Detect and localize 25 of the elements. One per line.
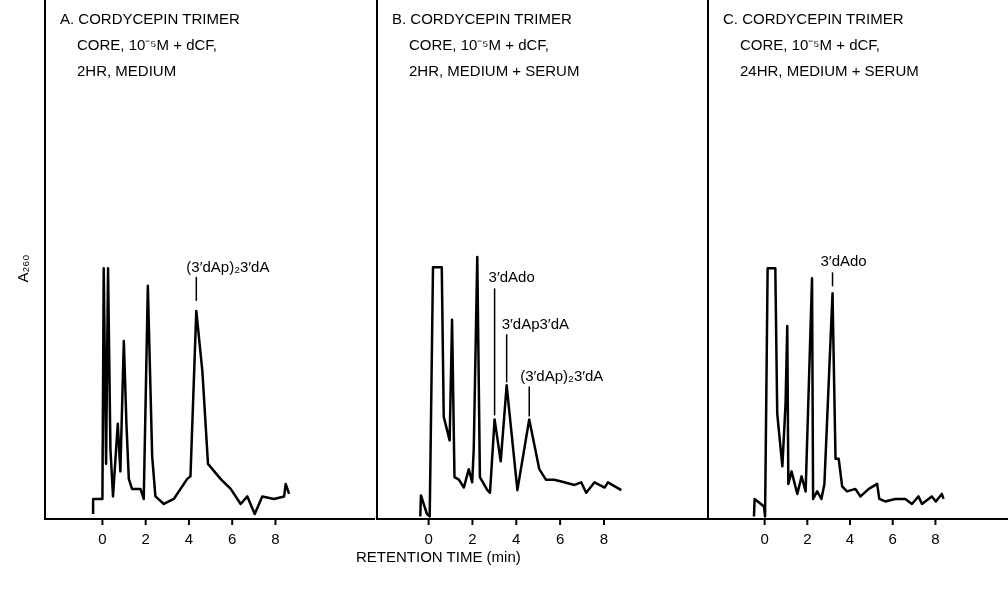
x-tick-label: 2 bbox=[141, 529, 150, 547]
x-tick-label: 2 bbox=[803, 529, 812, 547]
annotation: 3′dAdo bbox=[820, 252, 867, 270]
annotation: 3′dAdo bbox=[488, 268, 535, 286]
x-tick-label: 6 bbox=[228, 529, 237, 547]
chart-title: A. CORDYCEPIN TRIMER CORE, 10⁻⁵M + dCF, 2HR, MEDIUM bbox=[60, 9, 240, 81]
annotation: (3′dAp)₂3′dA bbox=[186, 257, 270, 275]
x-tick-label: 0 bbox=[760, 529, 769, 547]
x-tick-label: 4 bbox=[184, 529, 194, 547]
chart-title: C. CORDYCEPIN TRIMER CORE, 10⁻⁵M + dCF, 24HR, MEDIUM + SERUM bbox=[723, 9, 919, 81]
x-tick-label: 8 bbox=[599, 529, 609, 547]
chart-title: B. CORDYCEPIN TRIMER CORE, 10⁻⁵M + dCF, 2HR, MEDIUM + SERUM bbox=[392, 9, 580, 81]
x-tick-label: 6 bbox=[888, 529, 897, 547]
x-tick-label: 8 bbox=[931, 529, 940, 547]
x-tick-label: 6 bbox=[555, 529, 565, 547]
x-tick-label: 2 bbox=[468, 529, 477, 547]
x-tick-label: 0 bbox=[424, 529, 433, 547]
x-tick-label: 0 bbox=[98, 529, 107, 547]
x-tick-label: 8 bbox=[271, 529, 280, 547]
x-axis-title: RETENTION TIME (min) bbox=[356, 548, 521, 565]
y-axis-title: A₂₆₀ bbox=[13, 253, 31, 285]
annotation: 3′dAp3′dA bbox=[501, 315, 570, 333]
x-tick-label: 4 bbox=[512, 529, 521, 547]
x-tick-label: 4 bbox=[845, 529, 855, 547]
annotation: (3′dAp)₂3′dA bbox=[520, 367, 604, 385]
